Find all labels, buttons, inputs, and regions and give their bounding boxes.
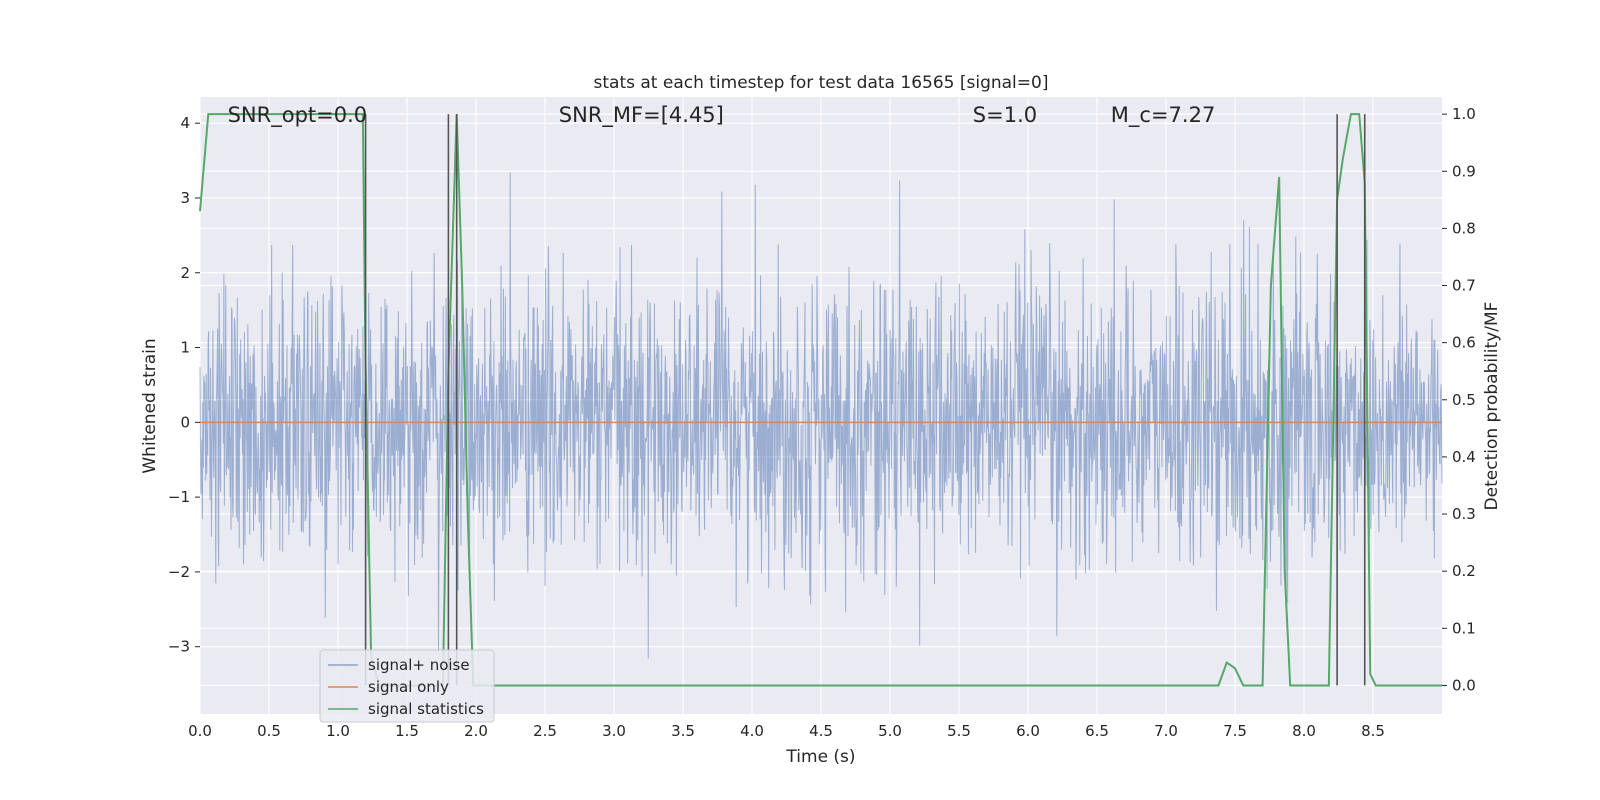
chart-title: stats at each timestep for test data 165…: [594, 73, 1049, 93]
y-left-tick-label: 4: [180, 114, 190, 132]
x-tick-label: 3.0: [602, 722, 626, 740]
y-left-tick-label: 0: [180, 413, 190, 431]
y-left-tick-label: 1: [180, 339, 190, 357]
x-tick-label: 4.0: [740, 722, 764, 740]
annotation-text: S=1.0: [973, 103, 1037, 127]
y-right-tick-label: 0.9: [1452, 162, 1476, 180]
x-tick-label: 3.5: [671, 722, 695, 740]
y-right-tick-label: 0.2: [1452, 562, 1476, 580]
annotation-text: SNR_MF=[4.45]: [559, 103, 724, 128]
legend-label: signal statistics: [368, 700, 484, 718]
x-tick-label: 2.0: [464, 722, 488, 740]
annotation-text: SNR_opt=0.0: [228, 103, 368, 128]
y-right-tick-label: 0.4: [1452, 448, 1476, 466]
y-axis-label-left: Whitened strain: [140, 338, 160, 473]
y-left-tick-label: −2: [168, 563, 190, 581]
legend-label: signal+ noise: [368, 656, 470, 674]
y-right-tick-label: 0.3: [1452, 505, 1476, 523]
signal-noise-line: [199, 172, 1443, 659]
legend-box: [319, 649, 495, 723]
y-right-tick-label: 0.5: [1452, 391, 1476, 409]
y-right-tick-label: 0.0: [1452, 676, 1476, 694]
signal-statistics-line: [199, 113, 1442, 687]
x-tick-label: 8.5: [1361, 722, 1385, 740]
y-right-tick-label: 0.8: [1452, 219, 1476, 237]
annotation-text: M_c=7.27: [1111, 103, 1216, 128]
x-tick-label: 4.5: [809, 722, 833, 740]
x-tick-label: 8.0: [1292, 722, 1316, 740]
vertical-markers: [364, 114, 1366, 686]
y-right-tick-label: 0.6: [1452, 334, 1476, 352]
y-right-tick-label: 1.0: [1452, 105, 1476, 123]
y-left-tick-label: 3: [180, 189, 190, 207]
annotations: SNR_opt=0.0 SNR_MF=[4.45] S=1.0 M_c=7.27: [228, 103, 1216, 128]
x-tick-label: 1.0: [326, 722, 350, 740]
x-tick-label: 7.0: [1154, 722, 1178, 740]
x-tick-label: 7.5: [1223, 722, 1247, 740]
y-left-tick-label: −3: [168, 638, 190, 656]
x-axis-label: Time (s): [785, 747, 855, 767]
axis-layer: 0.0 0.5 1.0 1.5 2.0 2.5 3.0 3.5 4.0 4.5 5.0 5.5 6.0 6…: [168, 105, 1476, 740]
x-tick-label: 0.5: [257, 722, 281, 740]
x-tick-label: 2.5: [533, 722, 557, 740]
legend-label: signal only: [368, 678, 449, 696]
y-right-tick-label: 0.7: [1452, 277, 1476, 295]
y-axis-label-right: Detection probability/MF: [1482, 302, 1502, 511]
noise-series: [199, 172, 1443, 659]
x-tick-label: 5.0: [878, 722, 902, 740]
x-tick-label: 6.5: [1085, 722, 1109, 740]
x-tick-label: 0.0: [188, 722, 212, 740]
legend: signal+ noise signal only signal statistic…: [319, 649, 495, 723]
x-tick-label: 6.0: [1016, 722, 1040, 740]
x-tick-label: 5.5: [947, 722, 971, 740]
y-right-tick-label: 0.1: [1452, 619, 1476, 637]
line-layer: [199, 113, 1442, 687]
y-left-tick-label: 2: [180, 264, 190, 282]
x-tick-label: 1.5: [395, 722, 419, 740]
y-left-tick-label: −1: [168, 488, 190, 506]
